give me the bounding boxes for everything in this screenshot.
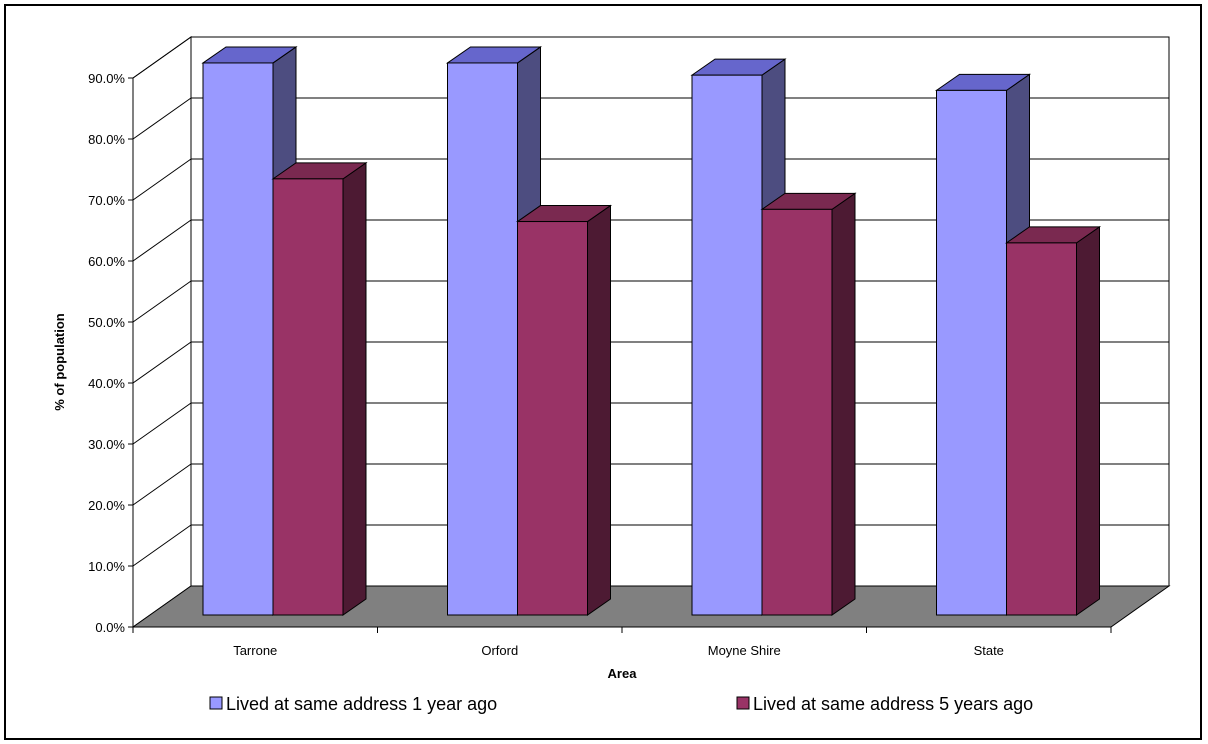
bar-state-series-2 [1004, 225, 1102, 616]
x-tick-label: Tarrone [233, 643, 277, 658]
x-axis-title: Area [608, 666, 638, 681]
gridline-side [132, 402, 192, 445]
legend-swatch [209, 696, 223, 710]
y-tick-label: 10.0% [88, 559, 125, 574]
bar-orford-series-2 [515, 204, 613, 616]
x-tick-label: Orford [481, 643, 518, 658]
bar-side-face [587, 204, 611, 616]
y-tick-label: 0.0% [95, 620, 125, 635]
y-axis-title: % of population [52, 313, 67, 411]
bar-tarrone-series-2 [271, 161, 368, 616]
y-tick-label: 70.0% [88, 193, 125, 208]
chart-bars [201, 45, 1102, 616]
bar-side-face [831, 192, 856, 616]
bar-side-face [342, 161, 367, 616]
side-wall [132, 36, 192, 628]
legend-swatch [736, 696, 750, 710]
gridline-side [132, 341, 192, 384]
gridline-side [132, 280, 192, 323]
chart-legend: Lived at same address 1 year ago Lived at… [209, 694, 1033, 714]
bar-side-face [1076, 225, 1100, 616]
y-tick-label: 60.0% [88, 254, 125, 269]
bar-front-face [936, 89, 1007, 616]
y-tick-label: 40.0% [88, 376, 125, 391]
bar-moyne-shire-series-2 [760, 192, 857, 616]
chart-axes: 0.0% 10.0% 20.0% 30.0% 40.0% 50.0% 60.0% 70.0% 8… [88, 71, 1112, 658]
legend-label: Lived at same address 5 years ago [753, 694, 1033, 714]
y-tick-label: 50.0% [88, 315, 125, 330]
gridline-side [132, 463, 192, 506]
bar-front-face [447, 62, 518, 616]
gridline-side [132, 158, 192, 201]
gridline-side [132, 524, 192, 567]
legend-label: Lived at same address 1 year ago [226, 694, 497, 714]
gridline-side [132, 97, 192, 140]
bar-state-series-1 [934, 73, 1032, 616]
bar-front-face [1006, 242, 1077, 616]
bar-front-face [272, 178, 344, 616]
y-tick-label: 90.0% [88, 71, 125, 86]
y-tick-label: 20.0% [88, 498, 125, 513]
x-tick-label: State [974, 643, 1004, 658]
bar-front-face [202, 62, 274, 616]
bar-front-face [761, 208, 833, 616]
gridline-side [132, 36, 192, 79]
x-tick-label: Moyne Shire [708, 643, 781, 658]
y-tick-label: 30.0% [88, 437, 125, 452]
bar-front-face [691, 74, 763, 616]
bar-front-face [517, 221, 588, 616]
gridline-side [132, 219, 192, 262]
y-tick-label: 80.0% [88, 132, 125, 147]
